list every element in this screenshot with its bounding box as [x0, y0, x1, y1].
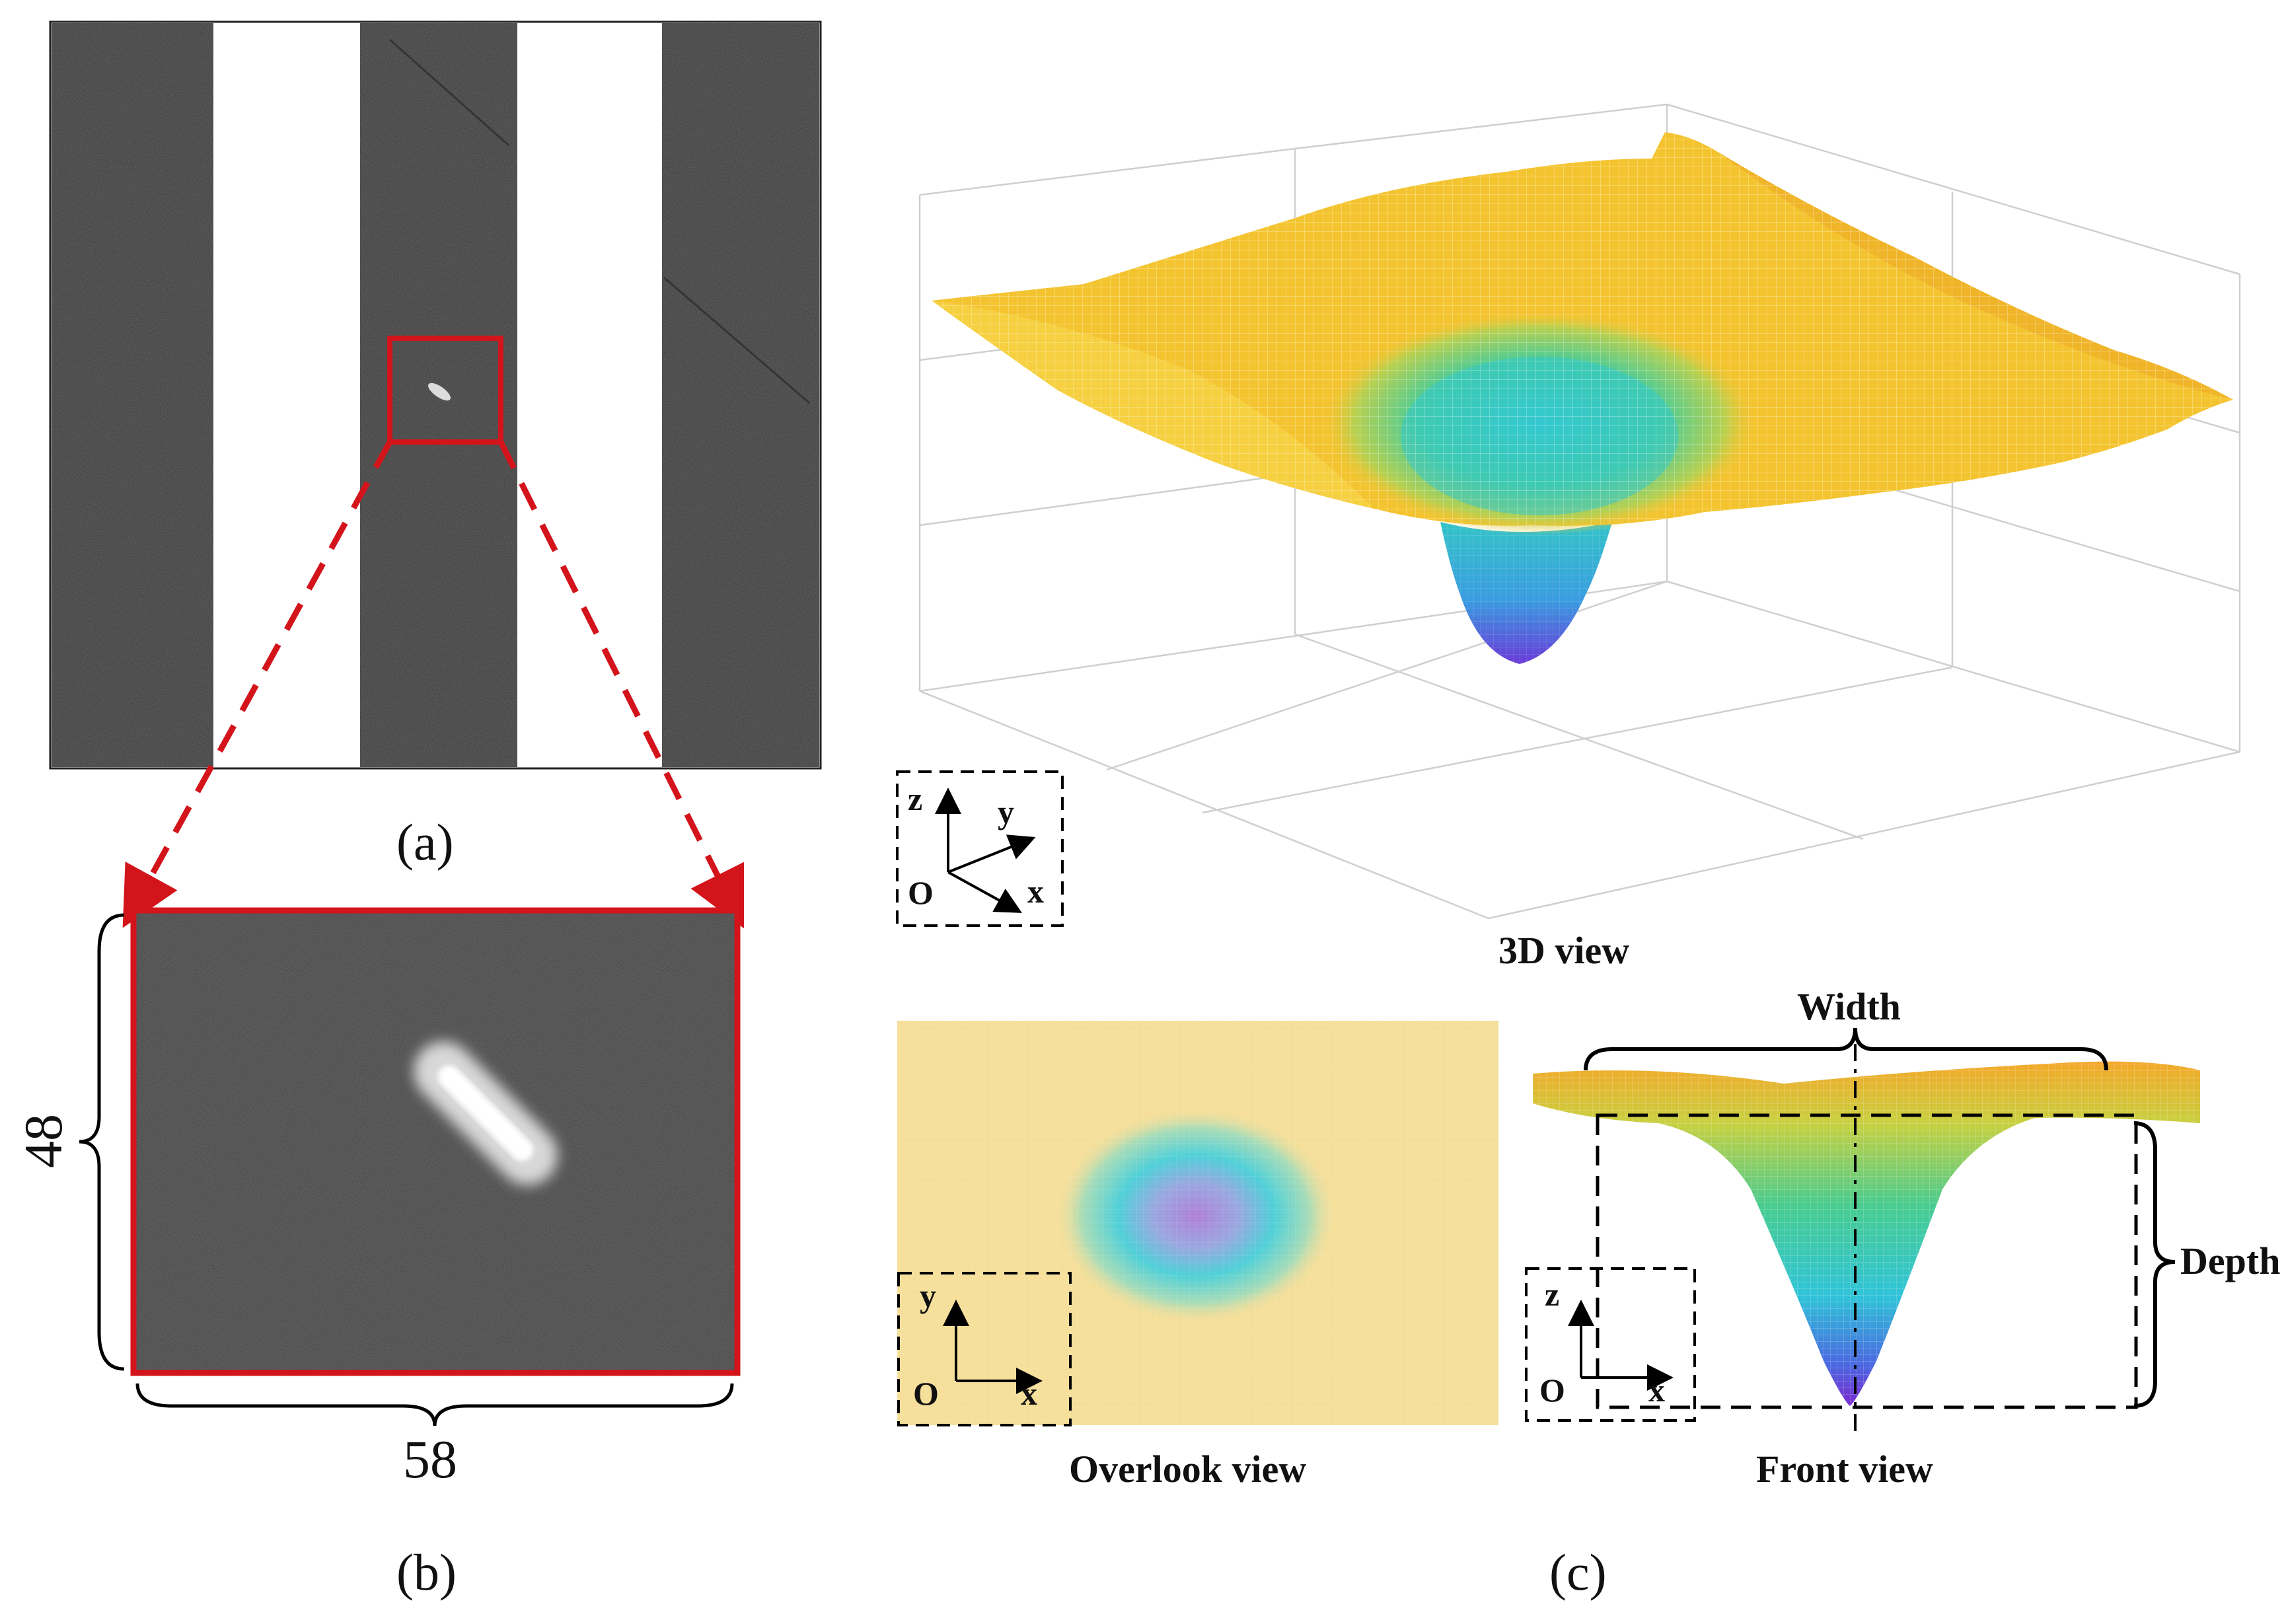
label-3d-view: 3D view [1498, 929, 1630, 972]
label-front-view: Front view [1756, 1448, 1933, 1491]
axis-x-front: x [1648, 1372, 1665, 1409]
axis-z-3d: z [908, 780, 923, 817]
dim-width: 58 [403, 1429, 457, 1489]
axis-z-front: z [1545, 1276, 1560, 1313]
height-brace [79, 913, 125, 1371]
defect-spot [427, 383, 451, 401]
axis-x-3d: x [1027, 873, 1044, 910]
width-brace [135, 1383, 734, 1426]
zoom-frame [130, 907, 741, 1376]
highlight-box [387, 336, 503, 445]
axis-o-3d: O [908, 874, 934, 911]
label-depth: Depth [2180, 1239, 2281, 1282]
caption-b: (b) [396, 1543, 457, 1601]
front-width-brace [1584, 1027, 2108, 1071]
label-width: Width [1797, 985, 1901, 1028]
axis-inset-overlook [897, 1272, 1072, 1426]
axis-o-overlook: O [913, 1375, 939, 1412]
panel-a-image [49, 20, 822, 770]
dim-height: 48 [13, 1114, 73, 1168]
depth-brace [2133, 1121, 2176, 1408]
axis-o-front: O [1539, 1372, 1565, 1409]
axis-y-overlook: y [920, 1277, 936, 1314]
surface-3d [932, 132, 2233, 667]
label-overlook-view: Overlook view [1069, 1448, 1307, 1491]
zoom-lines [122, 440, 745, 929]
caption-c: (c) [1549, 1543, 1607, 1601]
front-view-graphic [1533, 1027, 2200, 1434]
axis-x-overlook: x [1021, 1375, 1037, 1412]
axis-inset-front [1525, 1267, 1696, 1422]
depth-box [1596, 1113, 2138, 1409]
axis-inset-3d [896, 770, 1064, 927]
panel-b-image [130, 907, 741, 1376]
axis-y-3d: y [998, 794, 1014, 830]
caption-a: (a) [396, 813, 454, 871]
overlook-image [897, 1021, 1498, 1425]
